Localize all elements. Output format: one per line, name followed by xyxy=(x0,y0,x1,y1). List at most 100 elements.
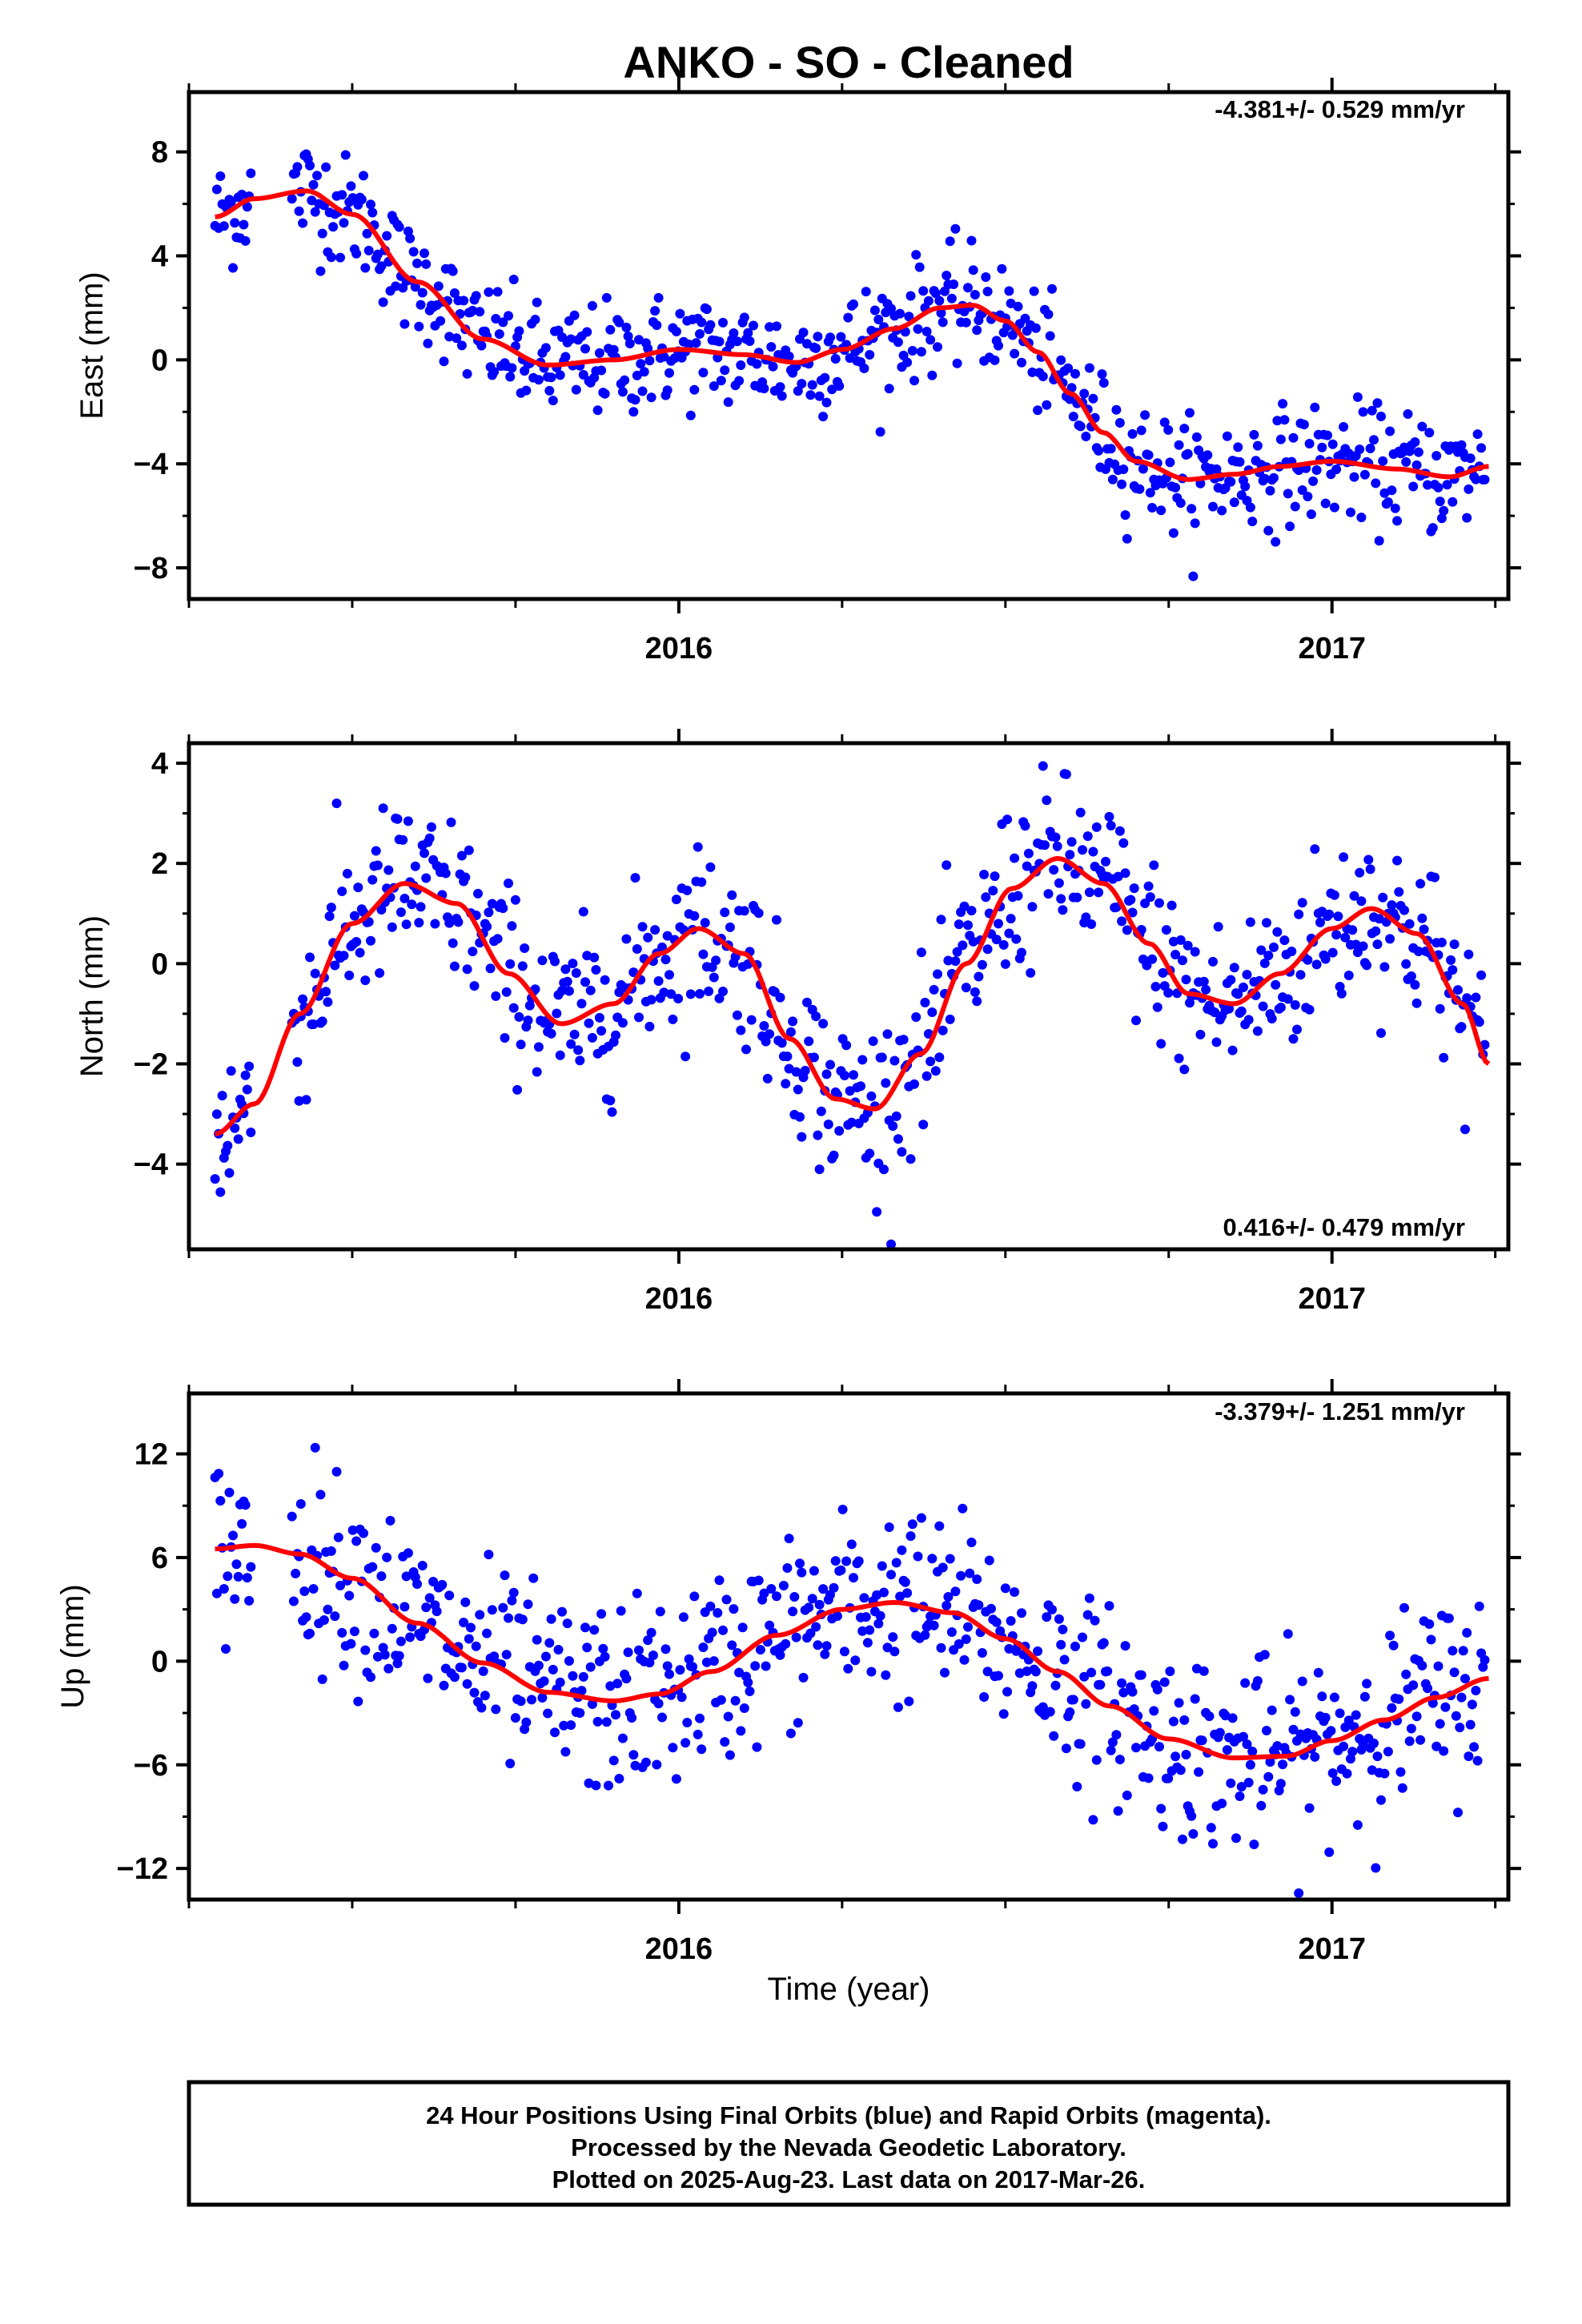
up-point xyxy=(1106,1745,1116,1755)
east-point xyxy=(716,376,726,386)
up-point xyxy=(1068,1695,1078,1705)
east-point xyxy=(417,287,428,298)
north-point xyxy=(990,871,1000,882)
north-point xyxy=(448,938,458,948)
up-point xyxy=(1215,1727,1225,1738)
north-point xyxy=(298,994,308,1004)
east-point xyxy=(514,326,524,336)
east-point xyxy=(1320,498,1331,509)
up-point xyxy=(1423,1683,1433,1694)
up-point xyxy=(678,1612,689,1622)
up-point xyxy=(877,1561,887,1571)
up-point xyxy=(592,1716,603,1727)
east-point xyxy=(814,391,825,401)
east-point xyxy=(1122,533,1132,544)
north-point xyxy=(1120,868,1130,879)
east-point xyxy=(569,310,580,320)
up-point xyxy=(1258,1784,1268,1795)
north-point xyxy=(1365,864,1375,875)
up-point xyxy=(653,1699,664,1709)
up-point xyxy=(330,1611,340,1622)
east-point xyxy=(1349,472,1359,482)
east-point xyxy=(1165,457,1175,468)
up-point xyxy=(873,1618,884,1629)
east-point xyxy=(875,427,885,437)
north-point xyxy=(1114,826,1125,836)
up-point xyxy=(1385,1630,1395,1641)
north-point xyxy=(1075,807,1086,818)
up-point xyxy=(1042,1612,1052,1622)
east-point xyxy=(340,150,351,160)
east-point xyxy=(614,317,624,328)
up-point xyxy=(347,1525,358,1535)
up-point xyxy=(1379,1768,1390,1779)
up-point xyxy=(401,1571,412,1582)
east-point xyxy=(414,321,424,332)
north-point xyxy=(498,903,508,914)
east-fit-line xyxy=(215,188,1489,482)
up-point xyxy=(1000,1583,1010,1594)
east-point xyxy=(596,365,607,376)
east-point xyxy=(492,287,503,297)
north-point xyxy=(321,987,331,997)
north-point xyxy=(938,1025,948,1035)
up-point xyxy=(879,1587,889,1598)
north-point xyxy=(998,939,1009,950)
north-point xyxy=(646,995,656,1005)
east-point xyxy=(961,317,971,328)
north-point xyxy=(1480,1039,1490,1050)
east-point xyxy=(623,331,633,341)
up-point xyxy=(730,1695,741,1706)
north-point xyxy=(351,937,362,947)
up-point xyxy=(984,1555,994,1566)
up-point xyxy=(1038,1702,1048,1712)
up-point xyxy=(1107,1737,1118,1747)
north-point xyxy=(242,1084,252,1095)
up-point xyxy=(1061,1743,1071,1754)
north-point xyxy=(591,965,601,975)
north-point xyxy=(1026,967,1036,978)
east-point xyxy=(933,342,942,352)
north-point xyxy=(814,1164,825,1175)
east-point xyxy=(1159,417,1170,428)
north-point xyxy=(1474,1017,1484,1027)
north-point xyxy=(682,885,693,895)
east-point xyxy=(834,381,845,391)
north-point xyxy=(681,1051,691,1062)
north-point xyxy=(400,894,410,903)
east-point xyxy=(646,392,656,403)
north-point xyxy=(981,892,991,903)
east-point xyxy=(532,297,542,308)
north-point xyxy=(959,901,970,911)
up-point xyxy=(714,1575,725,1586)
north-point xyxy=(1387,900,1397,911)
east-point xyxy=(400,319,410,329)
east-point xyxy=(1439,505,1449,516)
north-point xyxy=(1150,982,1161,991)
up-point xyxy=(456,1663,467,1673)
up-point xyxy=(832,1611,842,1621)
north-point xyxy=(410,861,420,871)
east-point xyxy=(1352,392,1363,402)
north-point xyxy=(375,968,385,978)
up-point xyxy=(224,1487,235,1498)
east-point xyxy=(963,283,973,293)
east-point xyxy=(709,381,719,392)
north-point xyxy=(856,1081,865,1092)
east-point xyxy=(938,317,948,328)
up-point xyxy=(661,1644,671,1655)
east-point xyxy=(632,370,642,380)
north-point xyxy=(469,981,480,991)
up-point xyxy=(644,1658,655,1668)
north-point xyxy=(634,1012,644,1023)
north-rate-label: 0.416+/- 0.479 mm/yr xyxy=(1223,1213,1465,1241)
up-point xyxy=(1206,1823,1216,1833)
north-point xyxy=(401,919,412,930)
north-point xyxy=(1311,959,1322,970)
up-point xyxy=(1342,1768,1352,1779)
east-point xyxy=(1106,444,1116,454)
north-point xyxy=(888,1121,898,1132)
east-point xyxy=(237,189,247,199)
up-point xyxy=(1388,1640,1399,1651)
north-point xyxy=(326,903,336,913)
